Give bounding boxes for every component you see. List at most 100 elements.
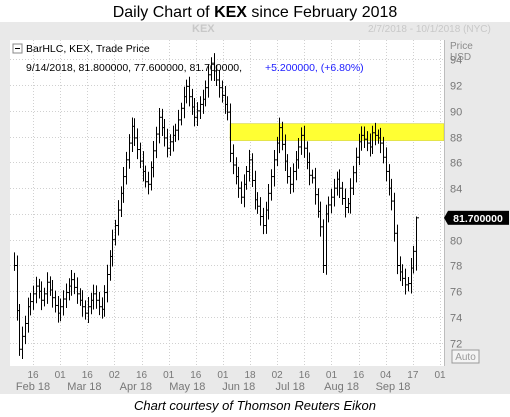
- ohlc-bar: [112, 229, 115, 267]
- ohlc-bar: [55, 290, 58, 313]
- ohlc-bar: [47, 272, 50, 304]
- ohlc-bar: [331, 188, 334, 214]
- y-tick-label: 88: [450, 133, 462, 145]
- ohlc-bar: [93, 284, 96, 310]
- y-tick-label: 92: [450, 81, 462, 93]
- ohlc-bar: [33, 285, 36, 310]
- last-price-box: [448, 210, 509, 225]
- ohlc-bar: [96, 285, 99, 309]
- x-day-tick-label: 01: [217, 370, 229, 381]
- ohlc-bar: [263, 207, 266, 235]
- ohlc-bar: [405, 268, 408, 295]
- ohlc-bar: [200, 96, 203, 120]
- ohlc-bar: [252, 153, 255, 187]
- ohlc-bar: [320, 201, 323, 237]
- ohlc-bar: [383, 136, 386, 164]
- x-day-tick-label: 16: [27, 370, 39, 381]
- ohlc-bar: [339, 169, 342, 198]
- ohlc-bar: [30, 292, 33, 316]
- ohlc-bar: [115, 219, 118, 246]
- ohlc-bar: [178, 109, 181, 141]
- ohlc-bar: [222, 80, 225, 103]
- ohlc-bar: [175, 123, 178, 142]
- ohlc-bar: [60, 298, 63, 322]
- x-day-tick-label: 16: [136, 370, 148, 381]
- ohlc-bar: [88, 296, 91, 323]
- x-month-label: Aug 18: [324, 381, 359, 393]
- y-tick-label: 76: [450, 287, 462, 299]
- y-tick-label: 84: [450, 184, 462, 196]
- ohlc-bar: [309, 152, 312, 186]
- y-tick-label: 74: [450, 313, 462, 325]
- x-day-tick-label: 16: [299, 370, 311, 381]
- ohlc-bar: [323, 219, 326, 273]
- ohlc-bar: [186, 79, 189, 104]
- overlay-text: KEX 2/7/2018 - 10/1/2018 (NYC) Price USD…: [26, 23, 509, 225]
- ohlc-bar: [353, 165, 356, 196]
- ohlc-bar: [74, 272, 77, 295]
- ohlc-bar: [159, 107, 162, 144]
- ohlc-bar: [282, 121, 285, 151]
- x-month-label: Feb 18: [16, 381, 50, 393]
- ohlc-bar: [66, 283, 69, 308]
- ohlc-bar: [153, 140, 156, 178]
- ohlc-bar: [246, 165, 249, 190]
- ohlc-bar: [380, 127, 383, 154]
- ohlc-bar: [260, 197, 263, 226]
- auto-button-box[interactable]: [451, 349, 480, 364]
- ohlc-bar: [394, 192, 397, 242]
- price-axis-title-line1: Price: [450, 41, 473, 52]
- auto-scale-button[interactable]: Auto: [451, 349, 480, 364]
- ohlc-bar: [257, 192, 260, 214]
- highlight-band-layer: [229, 123, 445, 141]
- ohlc-bar: [63, 290, 66, 316]
- ohlc-bar: [290, 167, 293, 194]
- x-month-label: Apr 18: [120, 381, 152, 393]
- ohlc-bar: [219, 70, 222, 98]
- x-month-label: Sep 18: [376, 381, 411, 393]
- legend-toggle[interactable]: [12, 43, 23, 54]
- x-month-label: May 18: [169, 381, 205, 393]
- ohlc-bar: [364, 126, 367, 149]
- last-price-pointer: [444, 210, 448, 225]
- ohlc-bar: [391, 178, 394, 211]
- ohlc-bars: [14, 53, 419, 359]
- ohlc-bar: [375, 122, 378, 146]
- x-day-tick-label: 16: [190, 370, 202, 381]
- y-tick-label: 72: [450, 339, 462, 351]
- ohlc-bar: [208, 64, 211, 98]
- ohlc-bar: [328, 196, 331, 223]
- ohlc-bar: [137, 128, 140, 160]
- ohlc-bar: [233, 144, 236, 175]
- ohlc-bar: [148, 171, 151, 195]
- y-tick-label: 78: [450, 261, 462, 273]
- ohlc-bar: [298, 137, 301, 169]
- ohlc-bar: [413, 245, 416, 274]
- ohlc-bar: [279, 117, 282, 154]
- ohlc-bar: [107, 264, 110, 303]
- ohlc-bar: [118, 200, 121, 236]
- ohlc-bar: [85, 300, 88, 320]
- y-tick-label: 80: [450, 236, 462, 248]
- price-axis-title-line2: USD: [450, 52, 471, 63]
- ohlc-bar: [170, 134, 173, 156]
- ohlc-bar: [408, 277, 411, 292]
- ohlc-bar: [129, 134, 132, 169]
- ohlc-bar: [402, 264, 405, 287]
- ohlc-bar: [216, 64, 219, 86]
- chart-credit: Chart courtesy of Thomson Reuters Eikon: [133, 398, 377, 413]
- ohlc-bar: [205, 80, 208, 107]
- ohlc-bar: [211, 57, 214, 81]
- title-ticker: KEX: [214, 4, 247, 21]
- auto-button-label[interactable]: Auto: [455, 352, 476, 363]
- ohlc-bar: [25, 315, 28, 345]
- ohlc-bar: [241, 181, 244, 204]
- ohlc-bar: [22, 326, 25, 359]
- x-day-tick-label: 17: [407, 370, 419, 381]
- ohlc-bar: [41, 281, 44, 311]
- ohlc-bar: [301, 127, 304, 155]
- y-tick-label: 90: [450, 107, 462, 119]
- legend-change: +5.200000, (+6.80%): [265, 62, 364, 74]
- ohlc-bar: [99, 291, 102, 316]
